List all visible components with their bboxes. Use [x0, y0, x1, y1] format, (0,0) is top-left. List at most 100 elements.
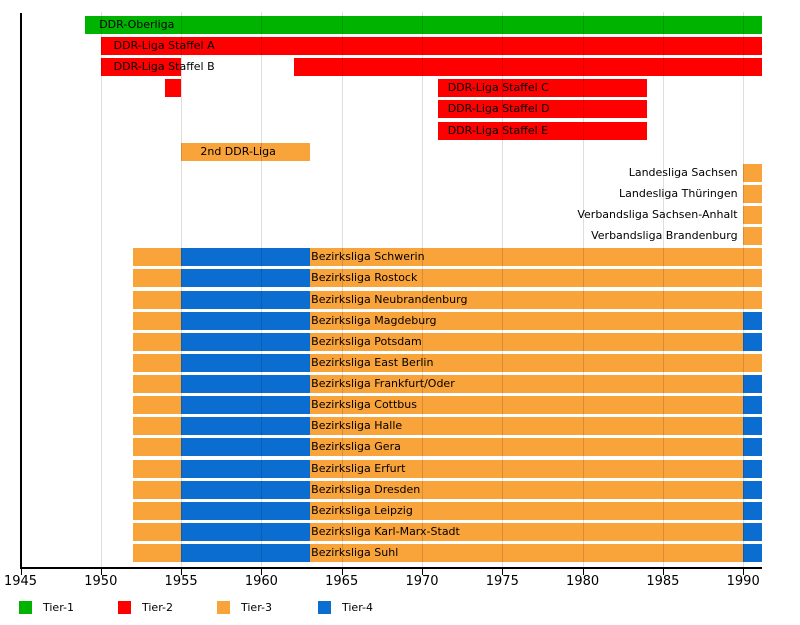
bezirksliga-karl-marx-stadt-label[interactable]: Bezirksliga Karl-Marx-Stadt — [311, 524, 460, 538]
bezirksliga-rostock-bar — [132, 269, 182, 288]
bezirksliga-schwerin-bar — [181, 248, 310, 267]
2nd-ddr-liga-label[interactable]: 2nd DDR-Liga — [200, 144, 276, 158]
gridline-1970 — [422, 12, 423, 568]
ddr-liga-staffel-e-label[interactable]: DDR-Liga Staffel E — [447, 123, 549, 137]
axis-label-1990: 1990 — [726, 574, 760, 589]
ddr-liga-staffel-c-label[interactable]: DDR-Liga Staffel C — [447, 81, 549, 95]
tier1-swatch-icon — [19, 601, 32, 614]
bezirksliga-karl-marx-stadt-bar — [743, 522, 763, 541]
bezirksliga-rostock-label[interactable]: Bezirksliga Rostock — [311, 271, 418, 285]
axis-tick-1965 — [341, 569, 343, 575]
bezirksliga-cottbus-bar — [132, 396, 182, 415]
verbandsliga-brandenburg-bar — [743, 227, 763, 246]
landesliga-thueringen-label[interactable]: Landesliga Thüringen — [619, 186, 738, 200]
bezirksliga-potsdam-bar — [181, 332, 310, 351]
bezirksliga-frankfurt-oder-bar — [743, 375, 763, 394]
bezirksliga-suhl-label[interactable]: Bezirksliga Suhl — [311, 546, 399, 559]
bezirksliga-dresden-bar — [181, 480, 310, 499]
bezirksliga-suhl-bar — [309, 544, 744, 562]
verbandsliga-sachsen-anhalt-bar — [743, 206, 763, 225]
bezirksliga-cottbus-label[interactable]: Bezirksliga Cottbus — [311, 398, 417, 412]
bezirksliga-suhl-bar — [132, 544, 182, 562]
axis-label-1960: 1960 — [244, 574, 278, 589]
verbandsliga-brandenburg-label[interactable]: Verbandsliga Brandenburg — [591, 229, 738, 243]
bezirksliga-karl-marx-stadt-bar — [309, 522, 744, 541]
bezirksliga-schwerin-bar — [132, 248, 182, 267]
axis-tick-1970 — [422, 569, 423, 575]
bezirksliga-potsdam-label[interactable]: Bezirksliga Potsdam — [311, 334, 422, 348]
bezirksliga-potsdam-bar — [132, 332, 182, 351]
axis-tick-1975 — [502, 569, 504, 575]
ddr-liga-staffel-b-bar — [293, 58, 763, 77]
ddr-liga-staffel-d-bar — [438, 100, 647, 119]
axis-label-1975: 1975 — [485, 574, 519, 589]
legend-label: Tier-3 — [241, 601, 272, 614]
bezirksliga-schwerin-label[interactable]: Bezirksliga Schwerin — [311, 250, 425, 264]
ddr-oberliga-label[interactable]: DDR-Oberliga — [99, 18, 175, 31]
bezirksliga-magdeburg-bar — [309, 311, 744, 330]
axis-label-1980: 1980 — [566, 574, 600, 589]
bezirksliga-east-berlin-label[interactable]: Bezirksliga East Berlin — [311, 355, 434, 369]
landesliga-sachsen-label[interactable]: Landesliga Sachsen — [628, 165, 738, 179]
ddr-liga-staffel-b-label[interactable]: DDR-Liga Staffel B — [113, 60, 215, 74]
ddr-liga-staffel-b-bar — [100, 58, 182, 77]
axis-label-1985: 1985 — [646, 574, 680, 589]
axis-tick-1960 — [261, 569, 263, 575]
bezirksliga-rostock-bar — [309, 269, 763, 288]
bezirksliga-neubrandenburg-label[interactable]: Bezirksliga Neubrandenburg — [311, 292, 468, 306]
ddr-liga-staffel-c-bar — [438, 79, 647, 98]
bezirksliga-suhl-bar — [181, 544, 310, 562]
bezirksliga-magdeburg-bar — [181, 311, 310, 330]
bezirksliga-frankfurt-oder-bar — [181, 375, 310, 394]
bezirksliga-frankfurt-oder-bar — [132, 375, 182, 394]
bezirksliga-frankfurt-oder-label[interactable]: Bezirksliga Frankfurt/Oder — [311, 377, 455, 391]
bezirksliga-erfurt-bar — [309, 459, 744, 478]
bezirksliga-gera-label[interactable]: Bezirksliga Gera — [311, 440, 401, 454]
bezirksliga-halle-bar — [309, 417, 744, 436]
bezirksliga-gera-bar — [181, 438, 310, 457]
bezirksliga-leipzig-bar — [309, 501, 744, 520]
bezirksliga-east-berlin-bar — [132, 353, 182, 372]
bezirksliga-erfurt-bar — [181, 459, 310, 478]
bezirksliga-neubrandenburg-bar — [181, 290, 310, 309]
bezirksliga-erfurt-bar — [132, 459, 182, 478]
gridline-1960 — [261, 12, 263, 568]
bezirksliga-erfurt-label[interactable]: Bezirksliga Erfurt — [311, 461, 406, 475]
bezirksliga-east-berlin-bar — [181, 353, 310, 372]
bezirksliga-frankfurt-oder-bar — [309, 375, 744, 394]
axis-tick-1945 — [20, 569, 22, 575]
ddr-liga-staffel-a-label[interactable]: DDR-Liga Staffel A — [113, 39, 215, 53]
bezirksliga-gera-bar — [743, 438, 763, 457]
bezirksliga-magdeburg-bar — [743, 311, 763, 330]
bezirksliga-dresden-label[interactable]: Bezirksliga Dresden — [311, 482, 421, 496]
verbandsliga-sachsen-anhalt-label[interactable]: Verbandsliga Sachsen-Anhalt — [577, 208, 738, 222]
ddr-liga-staffel-c-bar — [165, 79, 182, 98]
bezirksliga-potsdam-bar — [309, 332, 744, 351]
gridline-1985 — [662, 12, 664, 568]
axis-tick-1950 — [100, 569, 102, 575]
bezirksliga-karl-marx-stadt-bar — [181, 522, 310, 541]
x-axis-line — [20, 567, 763, 569]
bezirksliga-east-berlin-bar — [309, 353, 763, 372]
axis-label-1950: 1950 — [84, 574, 118, 589]
axis-label-1955: 1955 — [164, 574, 198, 589]
ddr-liga-staffel-e-bar — [438, 121, 647, 140]
bezirksliga-cottbus-bar — [743, 396, 763, 415]
bezirksliga-halle-label[interactable]: Bezirksliga Halle — [311, 419, 403, 433]
ddr-liga-staffel-a-bar — [100, 37, 763, 56]
axis-tick-1980 — [582, 569, 584, 575]
bezirksliga-cottbus-bar — [309, 396, 744, 415]
bezirksliga-magdeburg-bar — [132, 311, 182, 330]
tier3-swatch-icon — [217, 601, 230, 614]
bezirksliga-magdeburg-label[interactable]: Bezirksliga Magdeburg — [311, 313, 437, 327]
bezirksliga-leipzig-label[interactable]: Bezirksliga Leipzig — [311, 503, 413, 517]
bezirksliga-dresden-bar — [743, 480, 763, 499]
gridline-1950 — [100, 12, 102, 568]
legend-label: Tier-1 — [43, 601, 74, 614]
axis-tick-1985 — [662, 569, 664, 575]
axis-label-1965: 1965 — [325, 574, 359, 589]
axis-tick-1990 — [743, 569, 745, 575]
bezirksliga-neubrandenburg-bar — [132, 290, 182, 309]
ddr-liga-staffel-d-label[interactable]: DDR-Liga Staffel D — [447, 102, 550, 116]
